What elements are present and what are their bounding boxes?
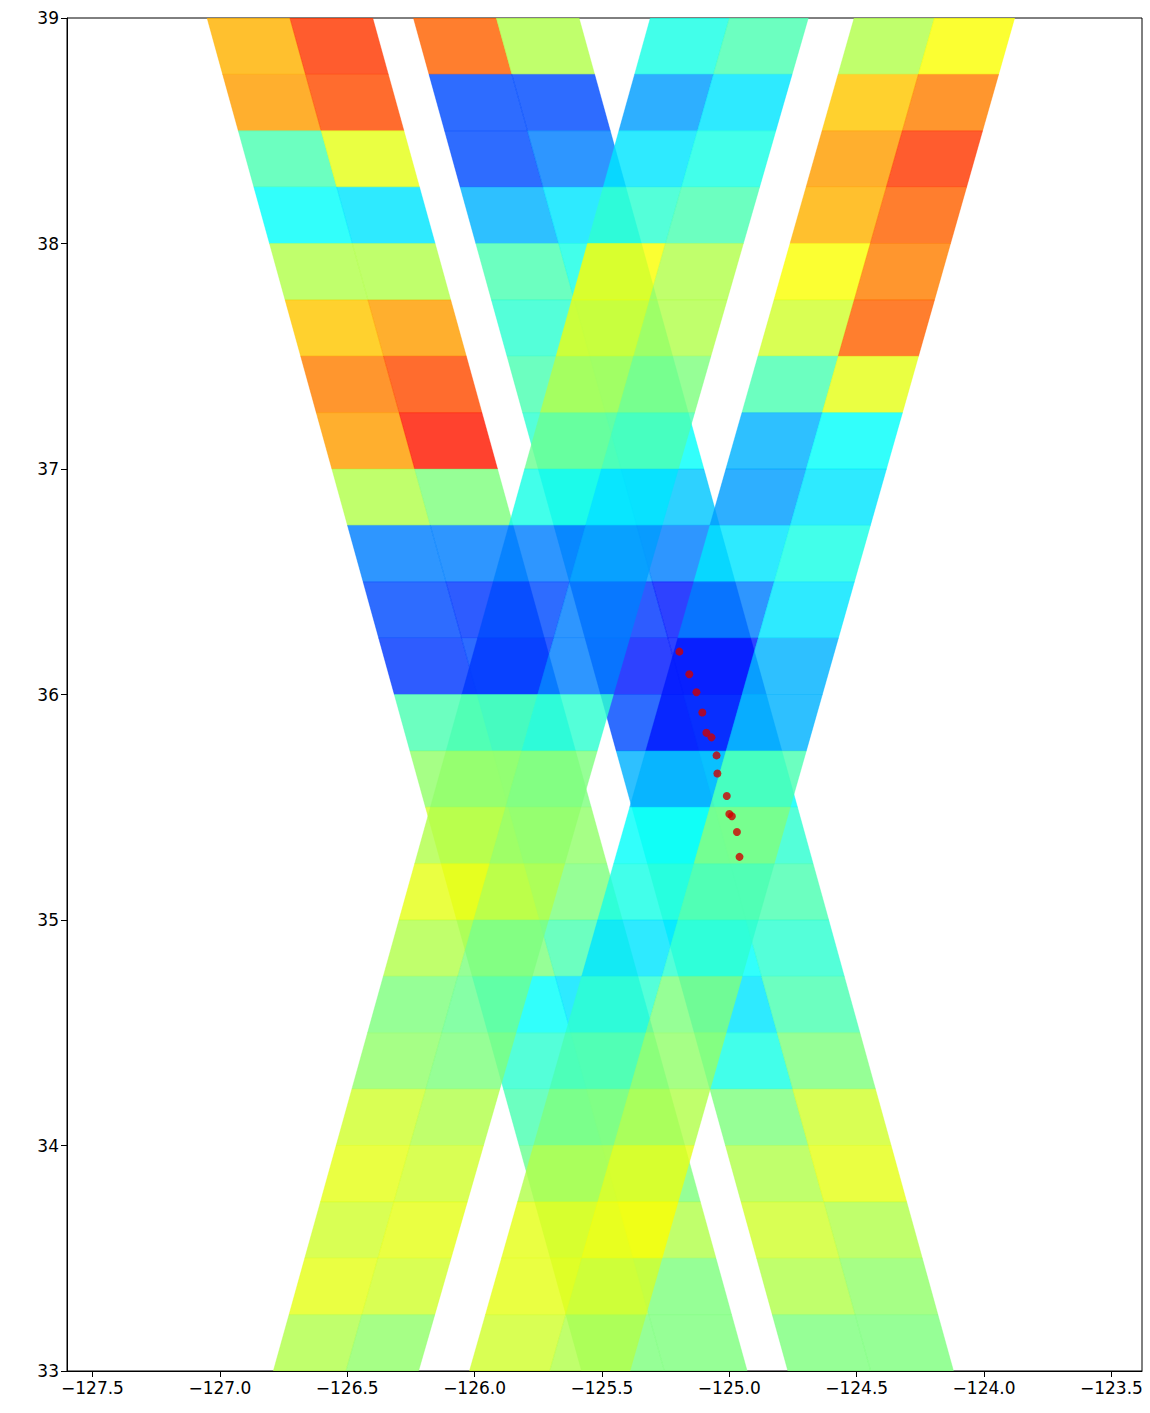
svg-text:−125.0: −125.0: [698, 1378, 761, 1398]
svg-text:39: 39: [37, 8, 59, 28]
svg-text:−124.5: −124.5: [825, 1378, 888, 1398]
svg-text:−127.0: −127.0: [188, 1378, 251, 1398]
svg-text:37: 37: [37, 459, 59, 479]
svg-text:−126.5: −126.5: [316, 1378, 379, 1398]
svg-text:−127.5: −127.5: [61, 1378, 124, 1398]
svg-text:35: 35: [37, 910, 59, 930]
svg-text:36: 36: [37, 685, 59, 705]
svg-text:34: 34: [37, 1136, 59, 1156]
svg-text:−124.0: −124.0: [953, 1378, 1016, 1398]
svg-text:−125.5: −125.5: [570, 1378, 633, 1398]
svg-text:−126.0: −126.0: [443, 1378, 506, 1398]
svg-text:−123.5: −123.5: [1080, 1378, 1143, 1398]
svg-text:38: 38: [37, 234, 59, 254]
svg-text:33: 33: [37, 1361, 59, 1381]
